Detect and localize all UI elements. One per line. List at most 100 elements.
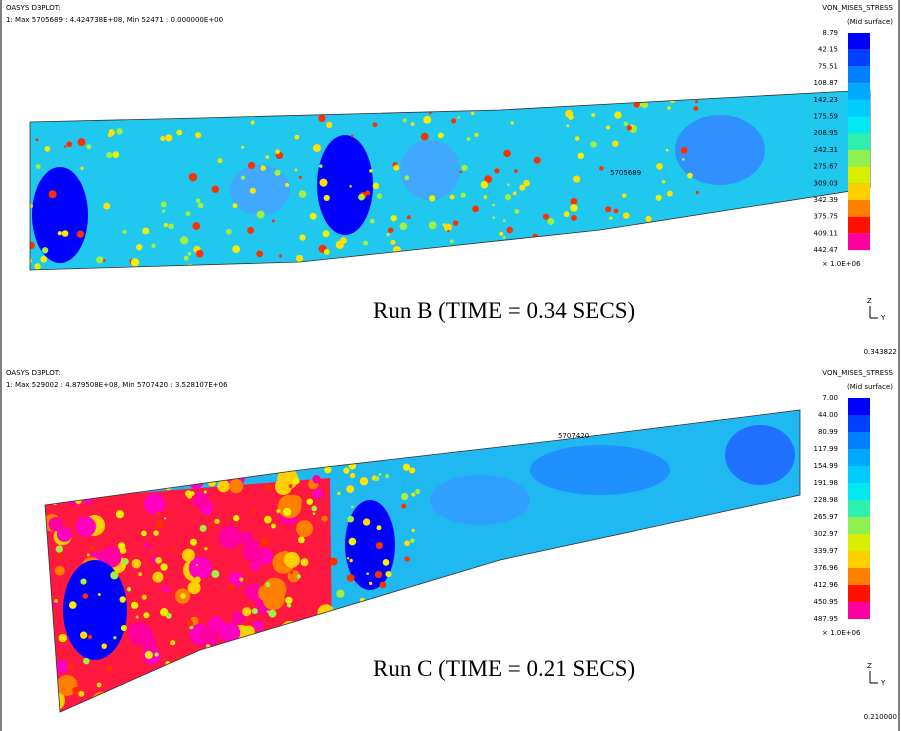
stress-spot bbox=[449, 239, 454, 244]
hot-spot bbox=[208, 616, 224, 632]
stress-spot bbox=[101, 643, 107, 649]
hot-spot bbox=[242, 540, 265, 563]
stress-spot bbox=[533, 156, 541, 164]
stress-spot bbox=[410, 122, 415, 126]
stress-spot bbox=[449, 194, 455, 200]
stress-spot bbox=[180, 593, 186, 599]
stress-spot bbox=[79, 631, 88, 639]
contour-plot bbox=[30, 90, 870, 270]
stress-spot bbox=[160, 563, 168, 571]
stress-spot bbox=[612, 140, 619, 147]
stress-spot bbox=[168, 223, 174, 230]
stress-spot bbox=[57, 231, 62, 236]
stress-spot bbox=[160, 201, 167, 208]
stress-spot bbox=[666, 190, 673, 197]
result-info: 1: Max 5705689 : 4.424738E+08, Min 52471… bbox=[6, 16, 223, 24]
node-marker: 5707420 bbox=[558, 432, 589, 440]
stress-spot bbox=[319, 178, 328, 187]
legend-label: 44.00 bbox=[818, 411, 838, 419]
stress-spot bbox=[285, 183, 290, 187]
hot-spot bbox=[321, 515, 328, 522]
stress-spot bbox=[346, 556, 350, 560]
stress-spot bbox=[251, 509, 257, 515]
stress-spot bbox=[106, 151, 113, 159]
legend-label: 7.00 bbox=[822, 394, 838, 402]
stress-spot bbox=[402, 118, 407, 123]
stress-spot bbox=[162, 209, 166, 213]
stress-spot bbox=[423, 115, 432, 124]
legend-label: 175.59 bbox=[814, 113, 839, 121]
stress-spot bbox=[259, 544, 263, 548]
legend-band bbox=[848, 83, 870, 100]
stress-spot bbox=[368, 581, 373, 586]
contour-plot bbox=[45, 410, 800, 712]
legend-label: 191.98 bbox=[814, 479, 839, 487]
stress-spot bbox=[130, 601, 139, 610]
stress-spot bbox=[563, 211, 570, 218]
legend-band bbox=[848, 149, 870, 167]
stress-spot bbox=[466, 137, 471, 141]
stress-spot bbox=[404, 556, 410, 562]
stress-spot bbox=[217, 158, 223, 164]
stress-blob bbox=[345, 500, 395, 590]
stress-spot bbox=[122, 229, 127, 234]
hot-spot bbox=[188, 556, 212, 580]
stress-spot bbox=[211, 570, 220, 578]
stress-spot bbox=[249, 187, 256, 194]
stress-spot bbox=[192, 222, 201, 230]
stress-blob bbox=[317, 135, 373, 235]
stress-spot bbox=[41, 247, 49, 254]
stress-spot bbox=[58, 633, 67, 643]
stress-spot bbox=[343, 467, 350, 474]
legend-band bbox=[848, 133, 870, 150]
stress-spot bbox=[203, 490, 207, 494]
legend-band bbox=[848, 216, 870, 234]
stress-blob bbox=[430, 475, 530, 525]
stress-spot bbox=[665, 148, 669, 152]
stress-spot bbox=[372, 122, 378, 128]
stress-spot bbox=[573, 175, 581, 183]
stress-spot bbox=[306, 498, 314, 505]
stress-spot bbox=[503, 149, 511, 158]
stress-spot bbox=[261, 165, 265, 169]
stress-spot bbox=[506, 226, 513, 234]
legend-label: 339.97 bbox=[814, 547, 839, 555]
stress-spot bbox=[247, 161, 256, 170]
legend-label: 42.15 bbox=[818, 46, 838, 54]
stress-spot bbox=[271, 523, 276, 529]
stress-spot bbox=[155, 556, 162, 564]
stress-spot bbox=[286, 603, 292, 608]
stress-spot bbox=[613, 208, 619, 214]
stress-spot bbox=[655, 194, 662, 201]
stress-spot bbox=[247, 226, 255, 234]
stress-spot bbox=[472, 205, 480, 213]
legend-band bbox=[848, 602, 870, 619]
legend-band bbox=[848, 49, 870, 67]
stress-spot bbox=[503, 236, 506, 239]
hot-spot bbox=[228, 478, 244, 494]
stress-spot bbox=[115, 510, 125, 519]
stress-spot bbox=[323, 194, 330, 202]
stress-spot bbox=[460, 192, 466, 198]
stress-spot bbox=[369, 169, 373, 173]
stress-spot bbox=[437, 132, 444, 139]
stress-spot bbox=[622, 212, 630, 219]
stress-spot bbox=[241, 145, 245, 149]
stress-blob bbox=[675, 115, 765, 185]
stress-spot bbox=[283, 507, 292, 517]
stress-spot bbox=[56, 553, 63, 560]
hot-spot bbox=[217, 479, 230, 493]
stress-spot bbox=[319, 164, 323, 168]
hot-spot bbox=[152, 571, 164, 583]
stress-spot bbox=[298, 190, 307, 198]
stress-spot bbox=[144, 650, 153, 660]
stress-spot bbox=[163, 223, 168, 228]
stress-spot bbox=[461, 164, 468, 171]
stress-spot bbox=[110, 571, 119, 580]
axis-y-label: Y bbox=[880, 314, 886, 322]
stress-spot bbox=[138, 572, 142, 576]
stress-spot bbox=[256, 210, 265, 219]
hot-spot bbox=[99, 546, 122, 568]
hot-spot bbox=[187, 581, 201, 595]
stress-spot bbox=[336, 589, 345, 598]
